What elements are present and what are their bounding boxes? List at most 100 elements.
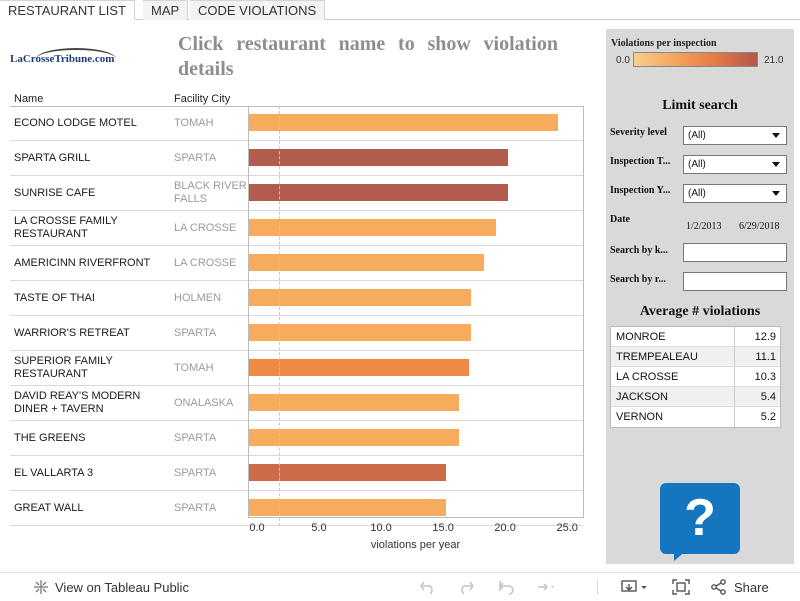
- table-row[interactable]: EL VALLARTA 3 SPARTA: [10, 456, 583, 491]
- x-axis-label: violations per year: [370, 539, 461, 551]
- help-button[interactable]: ?: [660, 483, 740, 561]
- inspection-year-select[interactable]: (All): [683, 184, 787, 203]
- restaurant-name[interactable]: AMERICINN RIVERFRONT: [14, 256, 151, 269]
- color-legend-bar: [633, 52, 758, 67]
- table-row[interactable]: DAVID REAY'S MODERN DINER + TAVERN ONALAS…: [10, 386, 583, 421]
- search-restaurant-label: Search by r...: [610, 274, 666, 285]
- table-row[interactable]: SUNRISE CAFE BLACK RIVER FALLS: [10, 176, 583, 211]
- limit-search-title: Limit search: [662, 98, 738, 113]
- table-row[interactable]: ECONO LODGE MOTEL TOMAH: [10, 106, 583, 141]
- fullscreen-icon: [672, 579, 690, 595]
- chevron-down-icon: [772, 191, 780, 196]
- restaurant-name[interactable]: WARRIOR'S RETREAT: [14, 326, 130, 339]
- redo-button[interactable]: [457, 573, 475, 601]
- violation-bar[interactable]: [249, 289, 472, 306]
- violation-bar[interactable]: [249, 394, 459, 411]
- facility-city: SPARTA: [174, 326, 217, 339]
- page-title: Click restaurant name to show violation …: [178, 33, 558, 80]
- download-button[interactable]: [621, 573, 649, 601]
- violation-bar[interactable]: [249, 114, 558, 131]
- table-row[interactable]: LA CROSSE 10.3: [611, 367, 780, 387]
- chart-axis-left: [248, 106, 249, 517]
- table-row[interactable]: SUPERIOR FAMILY RESTAURANT TOMAH: [10, 351, 583, 386]
- table-row[interactable]: WARRIOR'S RETREAT SPARTA: [10, 316, 583, 351]
- facility-city: ONALASKA: [174, 396, 234, 409]
- restaurant-name[interactable]: TASTE OF THAI: [14, 291, 95, 304]
- restaurant-name[interactable]: GREAT WALL: [14, 501, 84, 514]
- facility-city: HOLMEN: [174, 291, 222, 304]
- table-row[interactable]: TREMPEALEAU 11.1: [611, 347, 780, 367]
- undo-button[interactable]: [419, 573, 437, 601]
- violation-bar[interactable]: [249, 429, 459, 446]
- fullscreen-button[interactable]: [672, 573, 690, 601]
- table-row[interactable]: LA CROSSE FAMILY RESTAURANT LA CROSSE: [10, 211, 583, 246]
- restaurant-name[interactable]: EL VALLARTA 3: [14, 466, 94, 479]
- question-mark-icon: ?: [684, 489, 716, 547]
- date-start[interactable]: 1/2/2013: [686, 221, 722, 232]
- restaurant-name[interactable]: DAVID REAY'S MODERN DINER + TAVERN: [14, 390, 141, 415]
- inspection-type-select[interactable]: (All): [683, 155, 787, 174]
- county-average: 10.3: [754, 371, 776, 383]
- x-tick-label: 25.0: [556, 522, 578, 534]
- refresh-button[interactable]: [535, 573, 557, 601]
- county-average: 5.2: [760, 411, 776, 423]
- restaurant-name[interactable]: THE GREENS: [14, 431, 86, 444]
- inspection-type-label: Inspection T...: [610, 156, 671, 167]
- legend-title: Violations per inspection: [611, 38, 717, 49]
- facility-city: SPARTA: [174, 501, 217, 514]
- search-restaurant-input[interactable]: [683, 272, 787, 291]
- table-row[interactable]: JACKSON 5.4: [611, 387, 780, 407]
- county-name: VERNON: [616, 411, 664, 423]
- severity-label: Severity level: [610, 127, 667, 138]
- chart-frame-right: [583, 106, 584, 517]
- violation-bar[interactable]: [249, 149, 509, 166]
- column-header-city: Facility City: [174, 93, 231, 105]
- table-row[interactable]: GREAT WALL SPARTA: [10, 491, 583, 526]
- restaurant-name[interactable]: SPARTA GRILL: [14, 151, 91, 164]
- facility-city: SPARTA: [174, 431, 217, 444]
- column-header-name: Name: [14, 93, 44, 105]
- view-on-tableau-public-link[interactable]: View on Tableau Public: [33, 573, 189, 601]
- restaurant-name[interactable]: SUNRISE CAFE: [14, 186, 96, 199]
- table-row[interactable]: THE GREENS SPARTA: [10, 421, 583, 456]
- x-tick-label: 0.0: [249, 522, 265, 534]
- restaurant-name[interactable]: ECONO LODGE MOTEL: [14, 116, 137, 129]
- lacrosse-tribune-logo: LaCrosseTribune.com: [10, 44, 118, 70]
- chevron-down-icon: [772, 133, 780, 138]
- revert-button[interactable]: [497, 573, 515, 601]
- tab-bar: RESTAURANT LIST MAP CODE VIOLATIONS: [0, 0, 800, 20]
- facility-city: LA CROSSE: [174, 256, 237, 269]
- violation-bar[interactable]: [249, 219, 496, 236]
- table-row[interactable]: AMERICINN RIVERFRONT LA CROSSE: [10, 246, 583, 281]
- table-row[interactable]: VERNON 5.2: [611, 407, 780, 427]
- share-button[interactable]: Share: [710, 573, 769, 601]
- violation-bar[interactable]: [249, 184, 509, 201]
- date-end[interactable]: 6/29/2018: [739, 221, 780, 232]
- severity-select-value: (All): [688, 130, 706, 141]
- restaurant-name[interactable]: SUPERIOR FAMILY RESTAURANT: [14, 355, 113, 380]
- county-name: JACKSON: [616, 391, 668, 403]
- table-row[interactable]: TASTE OF THAI HOLMEN: [10, 281, 583, 316]
- severity-select[interactable]: (All): [683, 126, 787, 145]
- tab-code-violations[interactable]: CODE VIOLATIONS: [190, 0, 326, 20]
- violation-bar[interactable]: [249, 464, 447, 481]
- restaurant-name[interactable]: LA CROSSE FAMILY RESTAURANT: [14, 215, 118, 240]
- violation-bar[interactable]: [249, 359, 469, 376]
- table-row[interactable]: SPARTA GRILL SPARTA: [10, 141, 583, 176]
- violation-bar[interactable]: [249, 324, 472, 341]
- tab-restaurant-list[interactable]: RESTAURANT LIST: [0, 0, 135, 20]
- table-row[interactable]: MONROE 12.9: [611, 327, 780, 347]
- revert-icon: [498, 581, 514, 595]
- search-keyword-input[interactable]: [683, 243, 787, 262]
- search-keyword-label: Search by k...: [610, 245, 668, 256]
- legend-max: 21.0: [764, 55, 784, 66]
- tab-map[interactable]: MAP: [143, 0, 189, 20]
- reference-line: [279, 106, 281, 526]
- facility-city: LA CROSSE: [174, 221, 237, 234]
- tableau-toolbar: View on Tableau Public Share: [0, 572, 800, 600]
- logo-text: LaCrosseTribune.com: [10, 53, 115, 65]
- legend-min: 0.0: [616, 55, 630, 66]
- violation-bar[interactable]: [249, 254, 484, 271]
- county-name: LA CROSSE: [616, 371, 679, 383]
- violation-bar[interactable]: [249, 499, 447, 516]
